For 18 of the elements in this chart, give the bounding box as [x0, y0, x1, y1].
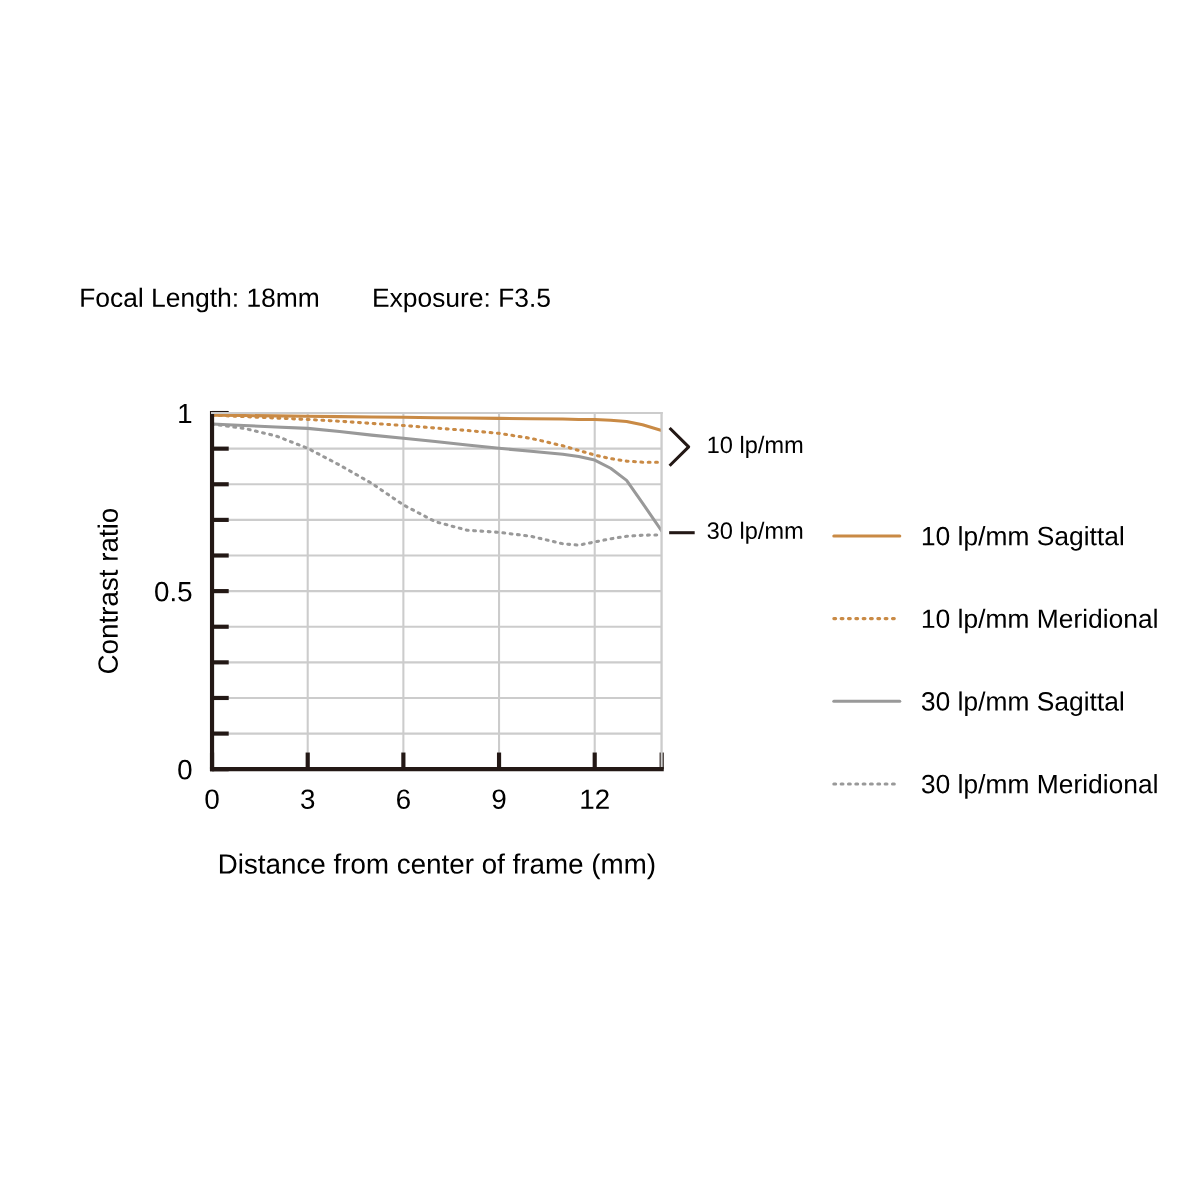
y-tick-label: 0.5 [155, 581, 192, 602]
y-axis-title: Contrast ratio [97, 508, 118, 674]
x-tick-label: 6 [397, 789, 410, 810]
text: 30 lp/mm [707, 521, 803, 544]
legend-label: 10 lp/mm Meridional [922, 608, 1157, 634]
legend-label: 30 lp/mm Sagittal [921, 691, 1123, 716]
chart-title: Focal Length: 18mm [81, 287, 319, 313]
x-tick-label: 3 [301, 789, 315, 810]
x-tick-label: 0 [205, 789, 219, 810]
x-tick-label: 12 [581, 789, 609, 809]
legend-label: 10 lp/mm Sagittal [922, 526, 1123, 551]
y-tick-label: 1 [179, 403, 192, 424]
y-tick-label: 0 [178, 759, 192, 780]
chart-subtitle: Exposure: F3.5 [374, 288, 550, 313]
text: 10 lp/mm [708, 435, 803, 458]
legend-label: 30 lp/mm Meridional [921, 774, 1157, 799]
x-tick-label: 9 [492, 789, 506, 810]
x-axis-title: Distance from center of frame (mm) [219, 853, 655, 880]
